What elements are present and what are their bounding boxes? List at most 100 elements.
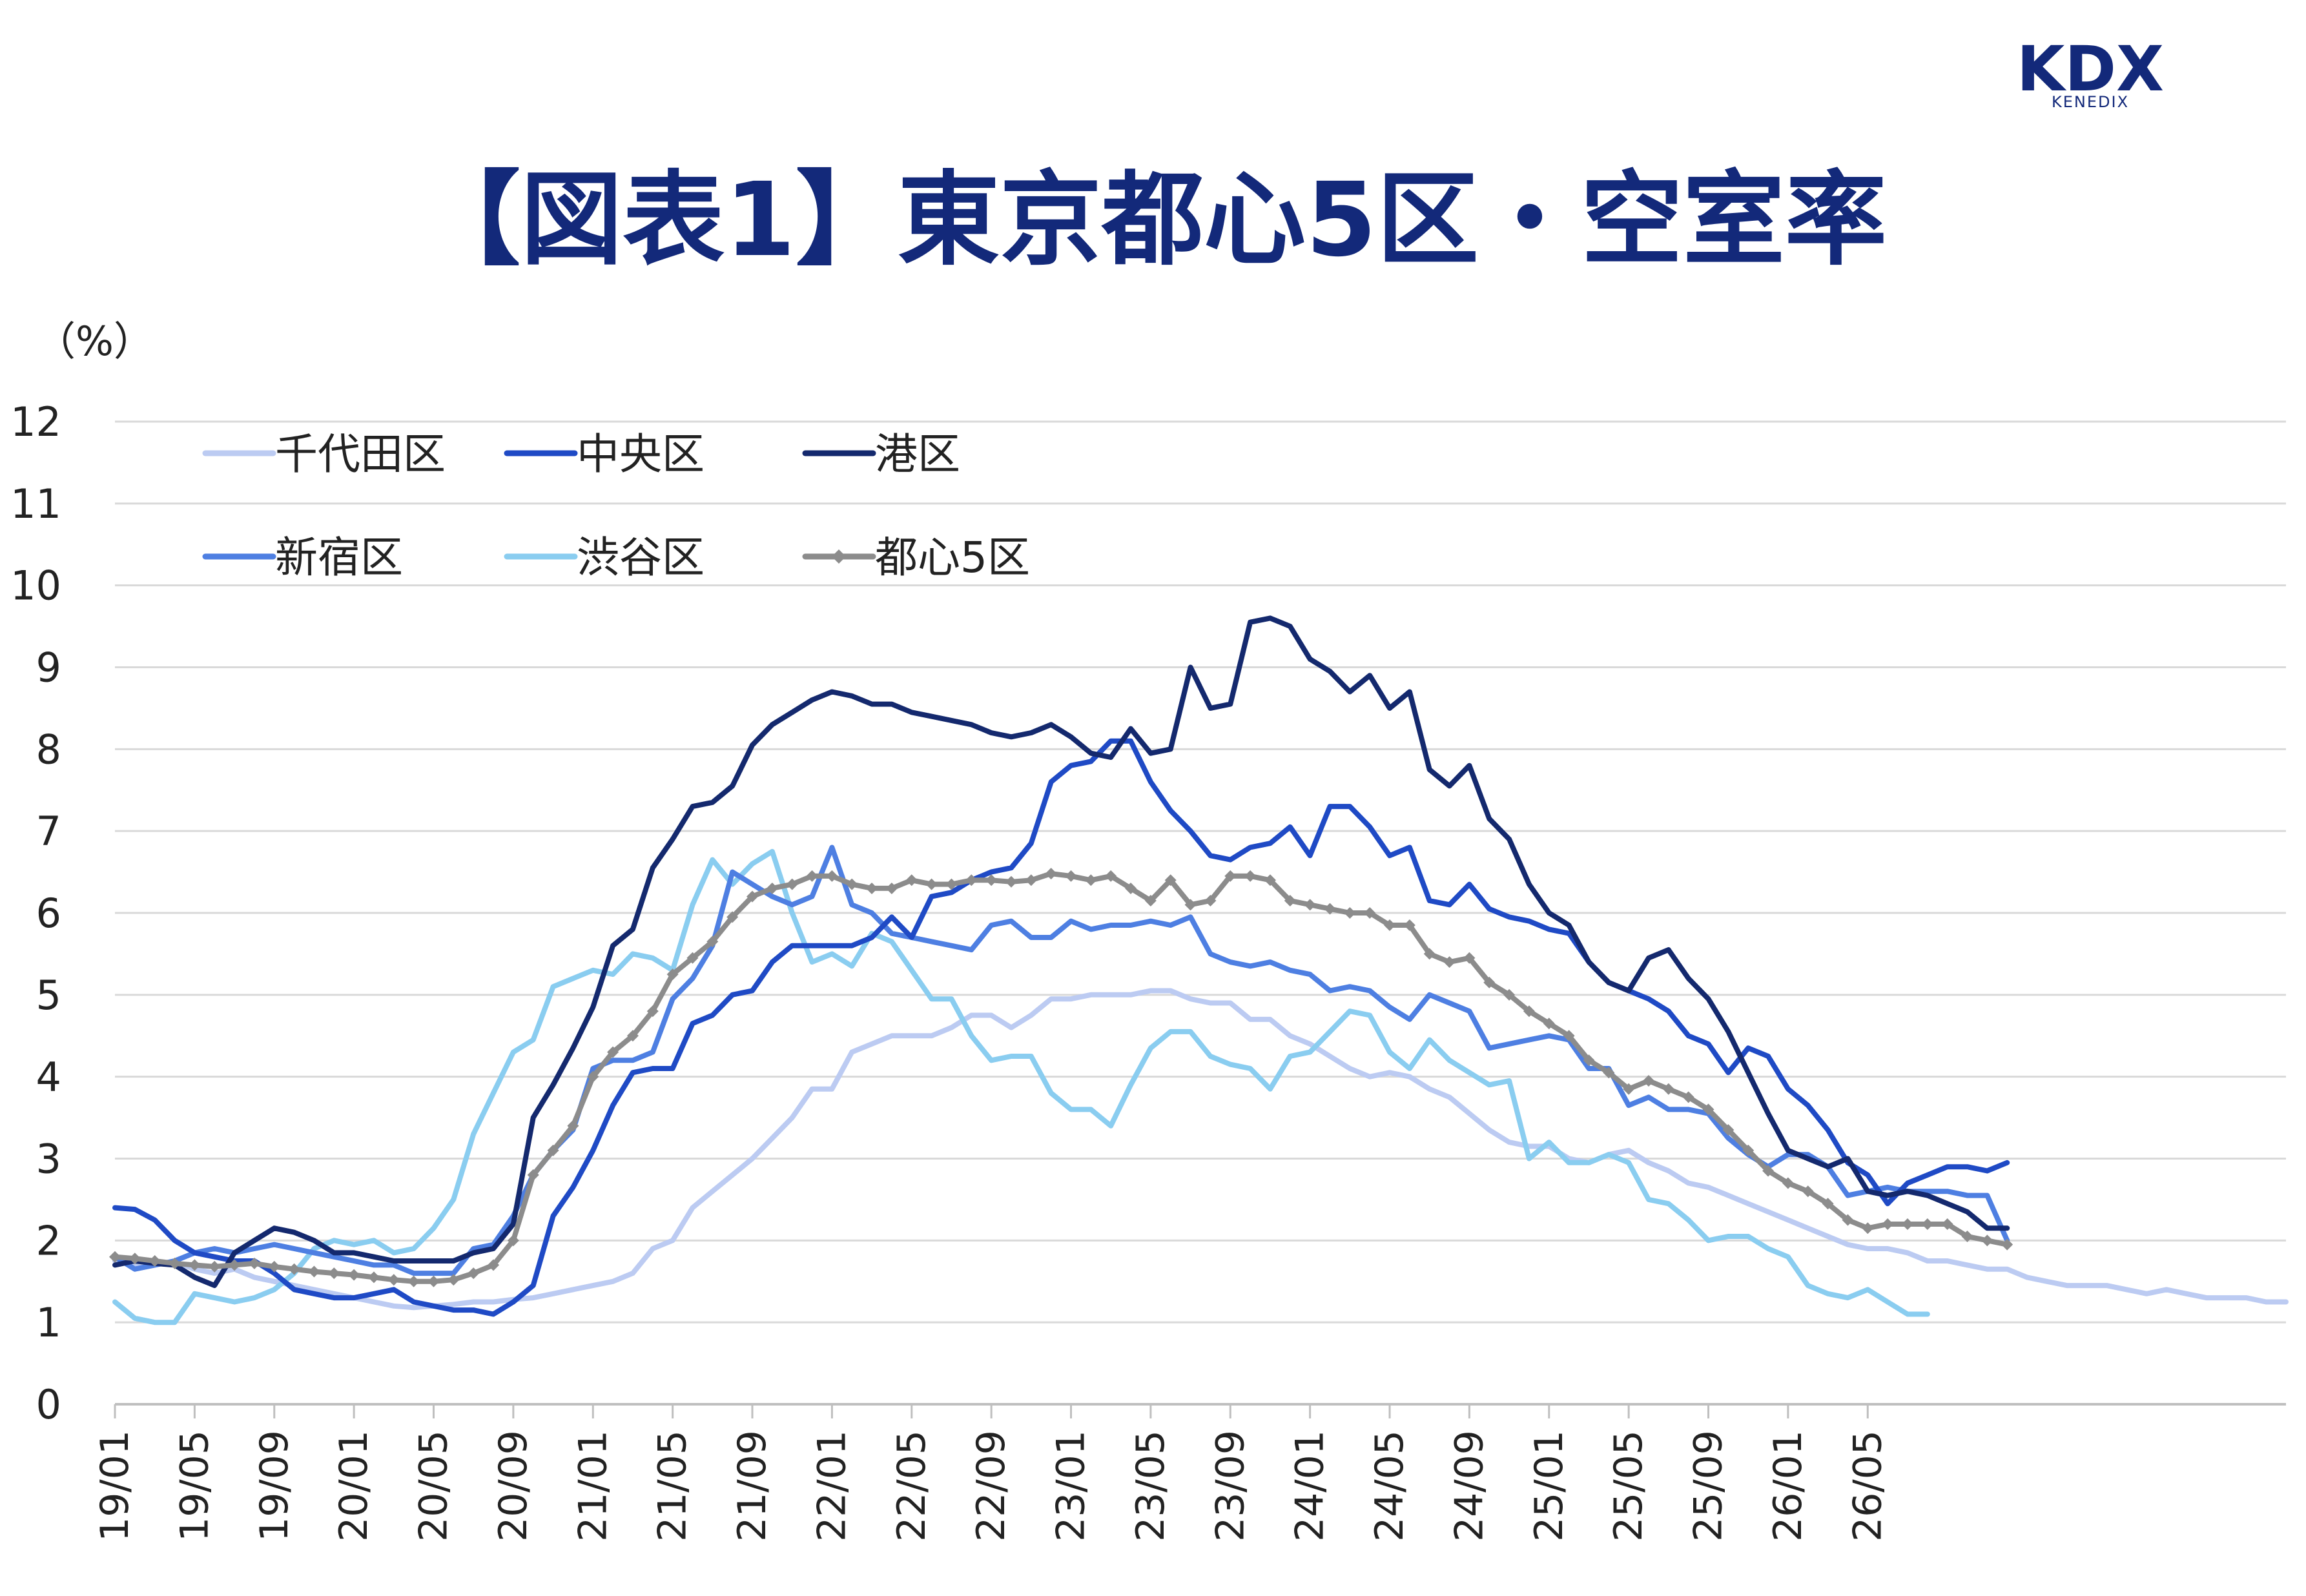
x-tick-label: 22/05 — [889, 1430, 934, 1542]
series-marker-5 — [686, 952, 699, 964]
x-tick-label: 24/01 — [1288, 1430, 1333, 1542]
series-marker-5 — [209, 1260, 221, 1273]
x-tick-label: 26/01 — [1766, 1430, 1811, 1542]
y-tick-label: 12 — [10, 398, 61, 445]
x-tick-label: 26/05 — [1845, 1430, 1890, 1542]
series-marker-5 — [846, 878, 858, 890]
series-marker-5 — [248, 1257, 260, 1269]
x-tick-label: 23/05 — [1128, 1430, 1173, 1542]
x-tick-label: 22/01 — [809, 1430, 854, 1542]
y-tick-label: 7 — [36, 808, 61, 855]
series-marker-5 — [666, 968, 679, 981]
series-marker-5 — [1503, 988, 1516, 1001]
series-marker-5 — [985, 874, 998, 886]
y-tick-label: 0 — [36, 1381, 61, 1428]
y-tick-label: 10 — [10, 562, 61, 609]
x-tick-label: 25/01 — [1527, 1430, 1572, 1542]
series-marker-5 — [806, 870, 818, 882]
series-marker-5 — [189, 1259, 201, 1271]
series-marker-5 — [1921, 1218, 1933, 1230]
series-marker-5 — [587, 1070, 599, 1083]
series-marker-5 — [1443, 956, 1456, 968]
series-marker-5 — [1384, 919, 1396, 932]
x-tick-label: 25/05 — [1606, 1430, 1651, 1542]
x-tick-label: 25/09 — [1686, 1430, 1731, 1542]
series-marker-5 — [1403, 919, 1416, 932]
series-marker-5 — [965, 874, 978, 886]
series-marker-5 — [1364, 907, 1376, 919]
series-marker-5 — [348, 1269, 360, 1281]
series-marker-5 — [726, 911, 739, 923]
series-marker-5 — [1583, 1054, 1595, 1067]
y-tick-label: 3 — [36, 1136, 61, 1183]
y-tick-label: 6 — [36, 890, 61, 937]
series-line-4 — [112, 848, 1930, 1325]
series-marker-5 — [826, 870, 838, 882]
series-marker-5 — [1682, 1091, 1694, 1103]
series-marker-5 — [308, 1265, 320, 1278]
x-tick-label: 23/01 — [1049, 1430, 1094, 1542]
x-tick-label: 21/09 — [730, 1430, 775, 1542]
x-tick-label: 23/09 — [1208, 1430, 1253, 1542]
y-tick-label: 1 — [36, 1299, 61, 1346]
series-marker-5 — [1264, 874, 1276, 886]
series-marker-5 — [706, 936, 719, 948]
series-marker-5 — [1204, 894, 1217, 906]
series-marker-5 — [1862, 1222, 1874, 1234]
grid — [115, 420, 2286, 1406]
series-marker-5 — [109, 1251, 121, 1263]
series-marker-5 — [786, 878, 798, 890]
series-marker-5 — [1005, 875, 1017, 888]
series-marker-5 — [1742, 1144, 1755, 1156]
series-marker-5 — [945, 878, 958, 890]
series-marker-5 — [1085, 874, 1097, 886]
legend-label-1: 中央区 — [577, 429, 705, 479]
series-marker-5 — [1722, 1124, 1735, 1136]
x-tick-label: 21/01 — [570, 1430, 615, 1542]
x-tick-label: 20/01 — [331, 1430, 376, 1542]
series-marker-5 — [1224, 870, 1237, 882]
series-line-1 — [112, 738, 2010, 1317]
y-tick-label: 5 — [36, 972, 61, 1019]
series-marker-5 — [1901, 1218, 1913, 1230]
y-axis-unit-label: （%） — [36, 318, 154, 365]
series-marker-5 — [387, 1274, 400, 1286]
series-marker-5 — [1662, 1083, 1674, 1095]
series-marker-5 — [1483, 976, 1496, 988]
series-marker-5 — [1463, 952, 1476, 964]
series-marker-5 — [268, 1260, 280, 1273]
series-marker-5 — [448, 1274, 460, 1286]
series-marker-5 — [1782, 1177, 1794, 1189]
chart-title: 【図表1】東京都心5区・空室率 — [418, 161, 1887, 280]
series-marker-5 — [1324, 903, 1336, 915]
series-marker-5 — [1802, 1185, 1814, 1198]
series-marker-5 — [1603, 1067, 1615, 1079]
series-line-3 — [112, 844, 2010, 1276]
series-marker-5 — [1961, 1230, 1973, 1242]
series-marker-5 — [149, 1255, 161, 1267]
x-tick-label: 19/09 — [252, 1430, 297, 1542]
series-marker-5 — [1423, 948, 1436, 960]
series-marker-5 — [1105, 870, 1117, 882]
series-marker-5 — [1244, 870, 1257, 882]
series-marker-5 — [905, 874, 918, 886]
series-marker-5 — [427, 1275, 440, 1287]
series-marker-5 — [746, 890, 759, 903]
series-marker-5 — [1762, 1165, 1775, 1177]
series-marker-5 — [547, 1144, 559, 1156]
series-marker-5 — [1842, 1214, 1854, 1226]
series-marker-5 — [1125, 882, 1137, 894]
x-tick-label: 20/09 — [491, 1430, 536, 1542]
kdx-logo: KDX KENEDIX — [2017, 33, 2164, 111]
series-marker-5 — [288, 1263, 300, 1275]
logo-sub-text: KENEDIX — [2052, 93, 2129, 111]
series-marker-5 — [527, 1169, 539, 1181]
x-tick-label: 19/05 — [172, 1430, 217, 1542]
legend-label-2: 港区 — [875, 429, 960, 479]
logo-main-text: KDX — [2017, 33, 2164, 105]
series-marker-5 — [1164, 874, 1177, 886]
legend-label-3: 新宿区 — [275, 533, 403, 582]
